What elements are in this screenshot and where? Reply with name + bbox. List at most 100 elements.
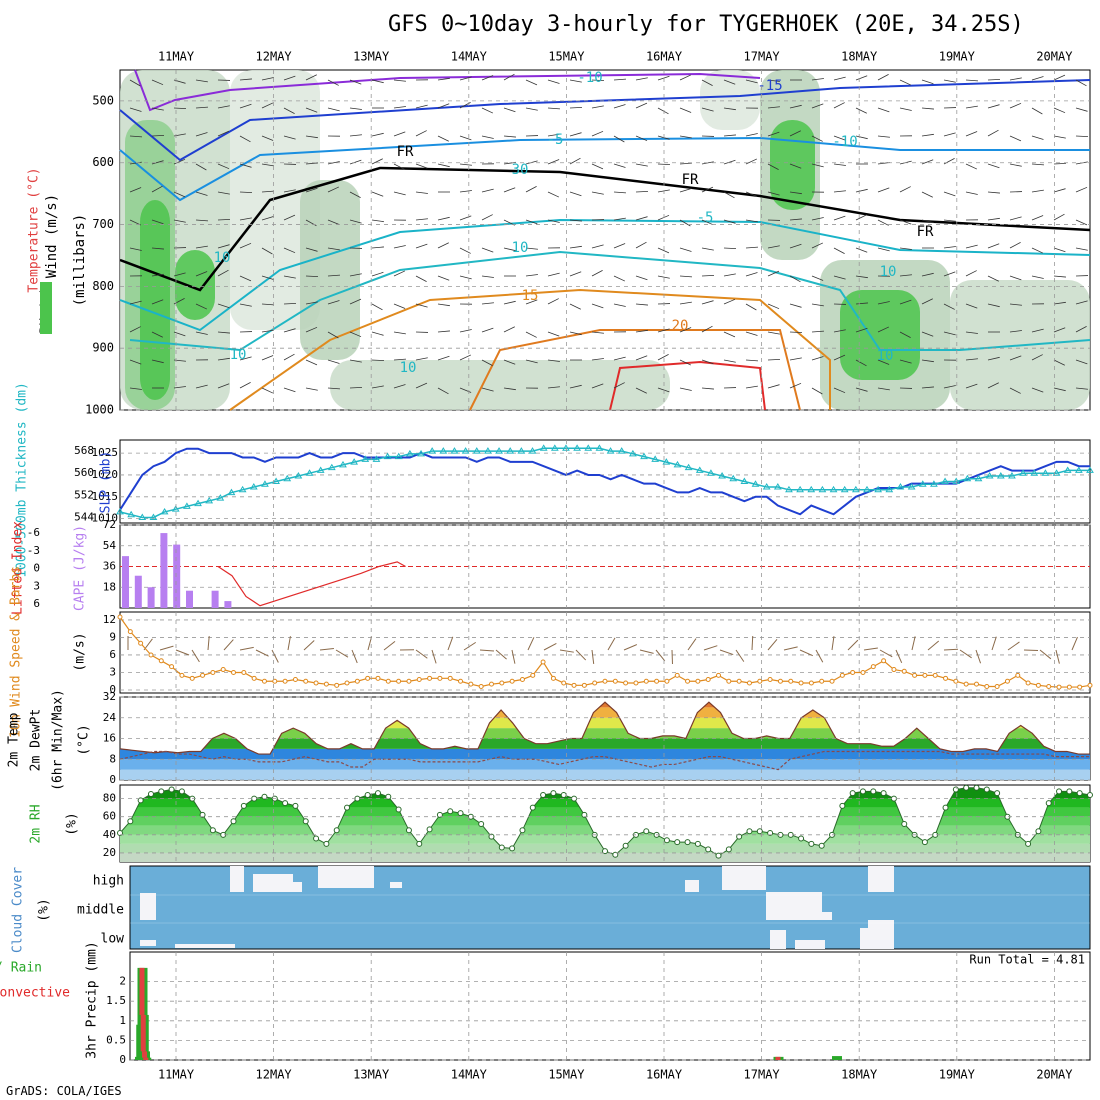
cloud-level-label: low: [101, 932, 125, 947]
cloud-cell: [318, 866, 374, 888]
wind-barb: [129, 135, 142, 138]
wind10m-speed-point: [519, 676, 525, 682]
wind-barb: [613, 217, 626, 221]
temp-ylabel-4: (°C): [77, 724, 92, 755]
rh-point: [746, 828, 753, 835]
wind-barb: [767, 358, 781, 361]
thickness-marker: [238, 485, 247, 493]
wind10m-speed-point: [499, 680, 505, 686]
wind-barb: [921, 298, 933, 305]
wind-barb: [1053, 74, 1066, 81]
thickness-marker: [729, 474, 738, 482]
wind10m-speed-point: [870, 664, 876, 670]
thickness-marker: [818, 485, 827, 493]
cape-tick: 54: [103, 539, 117, 552]
precip-ylabel-conv: Convective: [0, 986, 70, 1001]
thickness-marker: [1086, 466, 1094, 473]
contour-label: 10: [512, 240, 529, 256]
rh-shade: [140, 200, 170, 400]
wind-barb: [393, 384, 406, 389]
wind-barb: [767, 331, 780, 335]
wind-barb: [151, 331, 163, 338]
wind-barb: [1075, 247, 1088, 251]
wind-barb: [877, 135, 890, 138]
wind-barb: [679, 162, 692, 165]
wind-barb: [305, 359, 318, 366]
rh-point: [994, 790, 1001, 797]
wind-barb: [415, 218, 428, 221]
wind-barb: [635, 275, 648, 281]
wind10m-speed-point: [592, 680, 598, 686]
thickness-tick: 544: [74, 510, 94, 523]
wind-barb: [899, 274, 912, 277]
wind-barb: [965, 244, 978, 249]
thickness-marker: [885, 485, 894, 493]
cape-bar: [147, 587, 155, 608]
wind-barb: [393, 106, 406, 109]
temp-contour-minus15: [134, 69, 761, 112]
wind10m-barb: [831, 636, 835, 651]
thickness-marker: [294, 471, 303, 479]
bottom-date-label: 18MAY: [841, 1068, 878, 1082]
thickness-marker: [628, 449, 637, 457]
wind-barb: [481, 387, 494, 392]
thickness-marker: [606, 447, 615, 454]
wind-barb: [525, 186, 537, 193]
wind-barb: [283, 302, 297, 305]
wind10m-speed-point: [922, 672, 928, 678]
thickness-marker: [684, 463, 693, 471]
wind-barb: [415, 191, 428, 194]
wind-barb: [305, 162, 318, 165]
rh-point: [581, 811, 588, 818]
wind-barb: [613, 275, 626, 282]
wind10m-barb: [559, 649, 574, 653]
wind-barb: [525, 331, 537, 338]
rh-point: [767, 830, 774, 837]
thickness-marker: [1063, 466, 1072, 473]
wind-barb: [481, 302, 494, 305]
contour-label: 20: [672, 318, 689, 334]
wind-barb: [371, 246, 384, 249]
precip-frame: [129, 951, 1091, 1061]
temp-tick: 0: [109, 773, 116, 786]
thickness-marker: [249, 483, 258, 490]
thickness-marker: [528, 447, 537, 454]
rh-point: [870, 788, 877, 795]
contour-label: FR: [917, 224, 934, 240]
wind-barb: [921, 133, 934, 137]
wind-barb: [173, 272, 186, 277]
wind-barb: [371, 191, 384, 197]
wind-barb: [1053, 387, 1066, 392]
wind-barb: [151, 273, 164, 277]
wind-barb: [657, 354, 669, 361]
wind10m-speed-point: [767, 676, 773, 682]
wind-tick: 12: [103, 613, 116, 626]
wind-barb: [723, 331, 736, 338]
wind-barb: [415, 303, 428, 308]
wind-barb: [921, 107, 934, 110]
thickness-marker: [707, 469, 715, 476]
wind-barb: [855, 275, 868, 279]
wind-barb: [349, 191, 361, 198]
temp-band: [120, 707, 1090, 718]
thickness-marker: [785, 485, 793, 493]
rh-point: [178, 788, 185, 795]
wind-barb: [459, 329, 472, 333]
wind-barb: [569, 132, 582, 137]
wind-barb: [701, 325, 713, 333]
rh-shade: [840, 290, 920, 380]
top-date-label: 17MAY: [744, 50, 781, 64]
wind-barb: [811, 135, 823, 142]
thickness-marker: [484, 447, 492, 454]
wind-barb: [547, 272, 560, 277]
wind-barb: [723, 159, 736, 165]
thickness-marker: [450, 447, 459, 454]
rh-point: [282, 800, 289, 807]
wind-barb: [591, 244, 604, 249]
wind-barb: [877, 187, 890, 193]
wind10m-speed-point: [932, 672, 938, 678]
wind-barb: [349, 79, 362, 85]
wind-barb: [833, 215, 846, 221]
wind10m-speed-point: [261, 678, 267, 684]
wind-barb: [547, 159, 560, 165]
